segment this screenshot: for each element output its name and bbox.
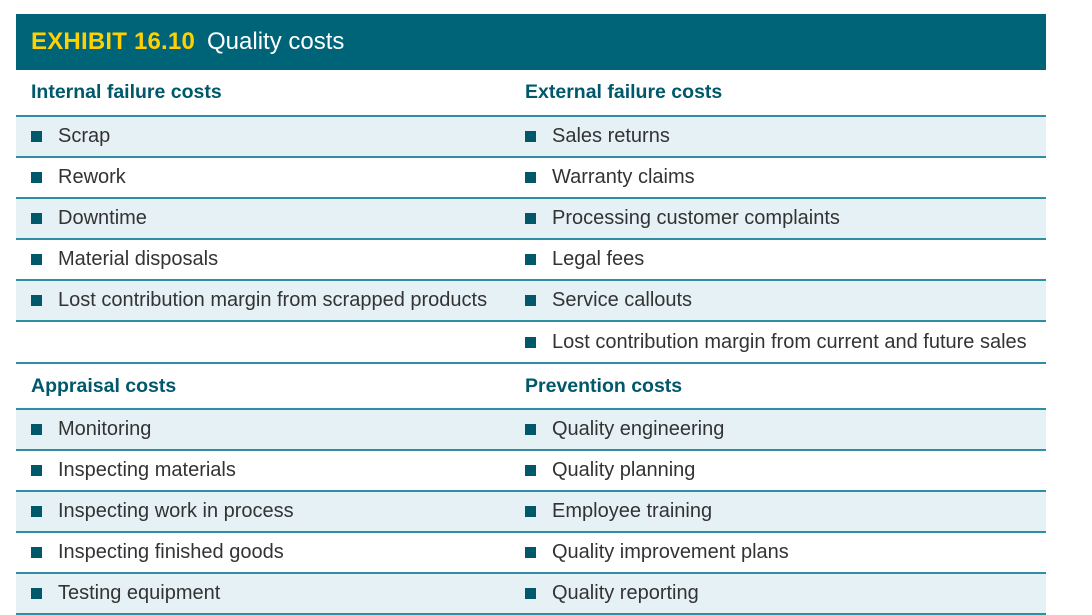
square-bullet-icon bbox=[525, 295, 536, 306]
table-row: Lost contribution margin from scrapped p… bbox=[16, 281, 1046, 322]
table-row: Inspecting finished goods Quality improv… bbox=[16, 533, 1046, 574]
square-bullet-icon bbox=[525, 547, 536, 558]
square-bullet-icon bbox=[525, 424, 536, 435]
cost-item-label: Inspecting finished goods bbox=[58, 541, 284, 563]
cost-item-label: Warranty claims bbox=[552, 166, 695, 188]
internal-failure-heading: Internal failure costs bbox=[31, 81, 222, 103]
table-row: Inspecting materials Quality planning bbox=[16, 451, 1046, 492]
cost-item-label: Quality reporting bbox=[552, 582, 699, 604]
square-bullet-icon bbox=[31, 213, 42, 224]
cost-item-label: Rework bbox=[58, 166, 126, 188]
cost-item-label: Quality planning bbox=[552, 459, 696, 481]
cost-item: Scrap bbox=[16, 125, 510, 148]
prevention-heading: Prevention costs bbox=[525, 374, 683, 397]
square-bullet-icon bbox=[31, 547, 42, 558]
cost-item-label: Testing equipment bbox=[58, 582, 221, 604]
cost-item: Material disposals bbox=[16, 248, 510, 271]
cost-item: Warranty claims bbox=[510, 166, 1046, 189]
cost-item: Employee training bbox=[510, 500, 1046, 523]
square-bullet-icon bbox=[31, 254, 42, 265]
cost-item-label: Quality engineering bbox=[552, 418, 725, 440]
square-bullet-icon bbox=[525, 506, 536, 517]
table-row: Testing equipment Quality reporting bbox=[16, 574, 1046, 615]
cost-item: Rework bbox=[16, 166, 510, 189]
cost-item-label: Employee training bbox=[552, 500, 713, 522]
exhibit-header: EXHIBIT 16.10 Quality costs bbox=[16, 14, 1046, 70]
cost-item: Quality reporting bbox=[510, 582, 1046, 605]
table-row: Downtime Processing customer complaints bbox=[16, 199, 1046, 240]
cost-item-label: Downtime bbox=[58, 207, 147, 229]
table-row: Material disposals Legal fees bbox=[16, 240, 1046, 281]
square-bullet-icon bbox=[31, 465, 42, 476]
cost-item: Inspecting finished goods bbox=[16, 541, 510, 564]
table-row: Inspecting work in process Employee trai… bbox=[16, 492, 1046, 533]
square-bullet-icon bbox=[525, 131, 536, 142]
square-bullet-icon bbox=[31, 424, 42, 435]
appraisal-heading: Appraisal costs bbox=[31, 374, 177, 397]
cost-item: Monitoring bbox=[16, 418, 510, 441]
square-bullet-icon bbox=[31, 588, 42, 599]
exhibit-title: Quality costs bbox=[207, 28, 345, 55]
exhibit-table: EXHIBIT 16.10 Quality costs Internal fai… bbox=[16, 14, 1046, 615]
cost-item: Processing customer complaints bbox=[510, 207, 1046, 230]
exhibit-label: EXHIBIT 16.10 bbox=[31, 28, 196, 55]
cost-item-label: Service callouts bbox=[552, 289, 693, 311]
cost-item: Downtime bbox=[16, 207, 510, 230]
table-row: Scrap Sales returns bbox=[16, 117, 1046, 158]
cost-item-label: Inspecting materials bbox=[58, 459, 236, 481]
cost-item-label: Legal fees bbox=[552, 248, 645, 270]
cost-item: Lost contribution margin from scrapped p… bbox=[16, 289, 510, 312]
section-heading-row: Appraisal costs Prevention costs bbox=[16, 364, 1046, 410]
cost-item-label: Inspecting work in process bbox=[58, 500, 294, 522]
cost-item: Legal fees bbox=[510, 248, 1046, 271]
cost-item-label: Lost contribution margin from scrapped p… bbox=[58, 289, 488, 311]
square-bullet-icon bbox=[31, 295, 42, 306]
cost-item: Quality planning bbox=[510, 459, 1046, 482]
section-heading-row: Internal failure costs External failure … bbox=[16, 70, 1046, 117]
cost-item-label: Quality improvement plans bbox=[552, 541, 789, 563]
square-bullet-icon bbox=[31, 131, 42, 142]
table-row: Monitoring Quality engineering bbox=[16, 410, 1046, 451]
square-bullet-icon bbox=[525, 172, 536, 183]
cost-item-label: Monitoring bbox=[58, 418, 152, 440]
square-bullet-icon bbox=[525, 254, 536, 265]
square-bullet-icon bbox=[525, 213, 536, 224]
cost-item: Testing equipment bbox=[16, 582, 510, 605]
cost-item: Quality engineering bbox=[510, 418, 1046, 441]
cost-item-label: Sales returns bbox=[552, 125, 670, 147]
cost-item: Inspecting materials bbox=[16, 459, 510, 482]
square-bullet-icon bbox=[31, 172, 42, 183]
table-row: Rework Warranty claims bbox=[16, 158, 1046, 199]
square-bullet-icon bbox=[525, 465, 536, 476]
square-bullet-icon bbox=[31, 506, 42, 517]
cost-item-label: Processing customer complaints bbox=[552, 207, 840, 229]
cost-item-label: Material disposals bbox=[58, 248, 219, 270]
cost-item: Lost contribution margin from current an… bbox=[510, 331, 1046, 354]
table-row: Lost contribution margin from current an… bbox=[16, 322, 1046, 364]
external-failure-heading: External failure costs bbox=[525, 81, 723, 103]
square-bullet-icon bbox=[525, 336, 536, 348]
square-bullet-icon bbox=[525, 588, 536, 599]
cost-item: Sales returns bbox=[510, 125, 1046, 148]
cost-item: Inspecting work in process bbox=[16, 500, 510, 523]
cost-item-label: Scrap bbox=[58, 125, 111, 147]
cost-item: Service callouts bbox=[510, 289, 1046, 312]
cost-item: Quality improvement plans bbox=[510, 541, 1046, 564]
cost-item-label: Lost contribution margin from current an… bbox=[552, 330, 1027, 353]
